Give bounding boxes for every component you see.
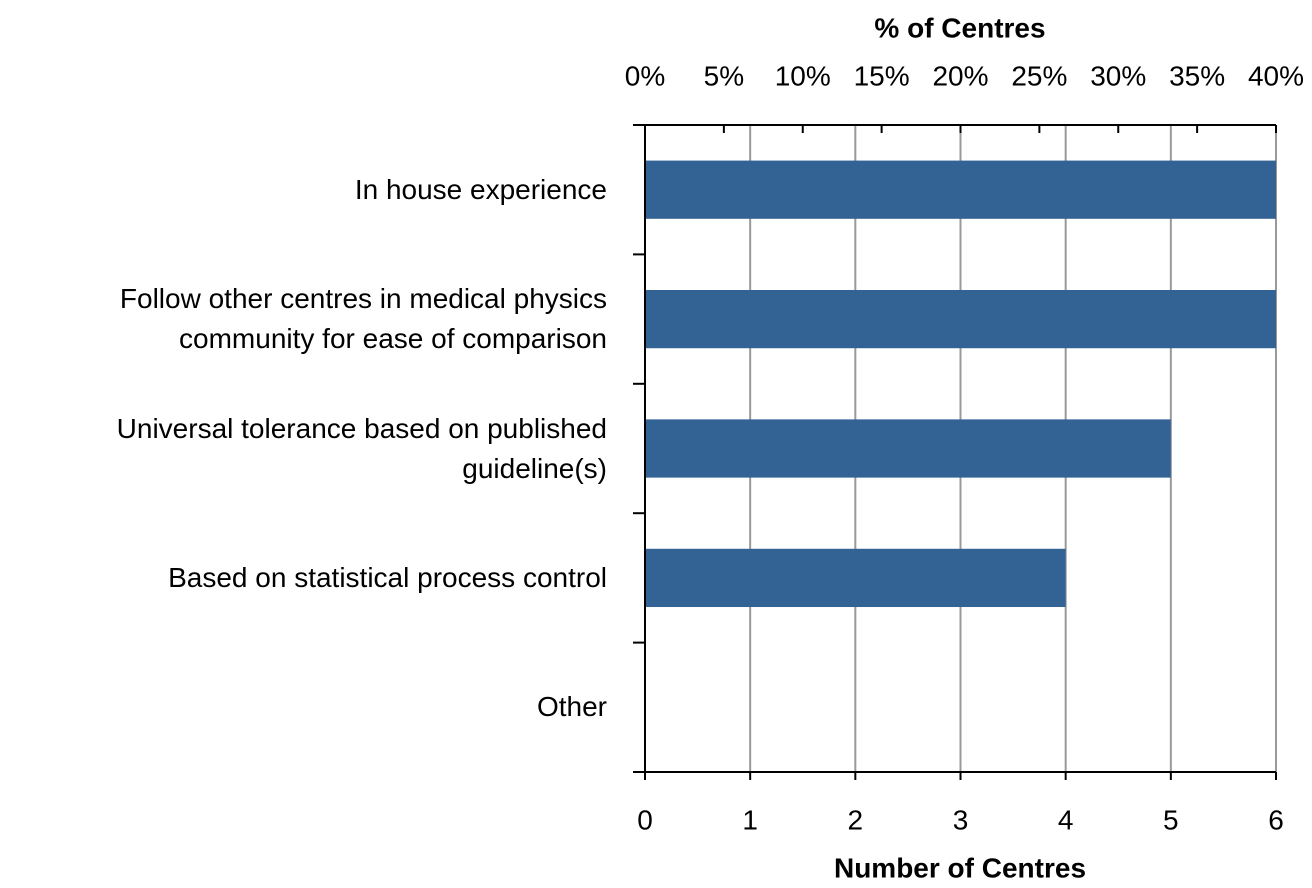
- x2-tick-label: 15%: [854, 60, 910, 91]
- bar: [645, 548, 1066, 608]
- x-tick-label: 2: [848, 804, 864, 835]
- x2-tick-label: 30%: [1090, 60, 1146, 91]
- x2-tick-label: 25%: [1011, 60, 1067, 91]
- y-category-label: In house experience: [354, 173, 607, 205]
- x-tick-label: 0: [637, 804, 653, 835]
- x-tick-label: 5: [1163, 804, 1179, 835]
- y-category-label: Universal tolerance based on published g…: [116, 412, 607, 484]
- bar: [645, 289, 1276, 349]
- x-tick-label: 6: [1268, 804, 1284, 835]
- y-category-label: Other: [536, 691, 607, 723]
- x-tick-label: 3: [953, 804, 969, 835]
- x-tick-label: 1: [742, 804, 758, 835]
- x2-tick-label: 5%: [704, 60, 744, 91]
- x2-tick-label: 35%: [1169, 60, 1225, 91]
- x2-tick-label: 40%: [1248, 60, 1304, 91]
- x2-tick-label: 20%: [932, 60, 988, 91]
- x-axis-title: Number of Centres: [834, 852, 1086, 883]
- x2-tick-label: 10%: [775, 60, 831, 91]
- y-category-label: Follow other centres in medical physics …: [119, 283, 607, 355]
- x2-axis-title: % of Centres: [874, 12, 1045, 43]
- bar: [645, 160, 1276, 219]
- x-tick-label: 4: [1058, 804, 1074, 835]
- bar: [645, 419, 1171, 478]
- y-category-label: Based on statistical process control: [168, 561, 607, 593]
- x2-tick-label: 0%: [625, 60, 665, 91]
